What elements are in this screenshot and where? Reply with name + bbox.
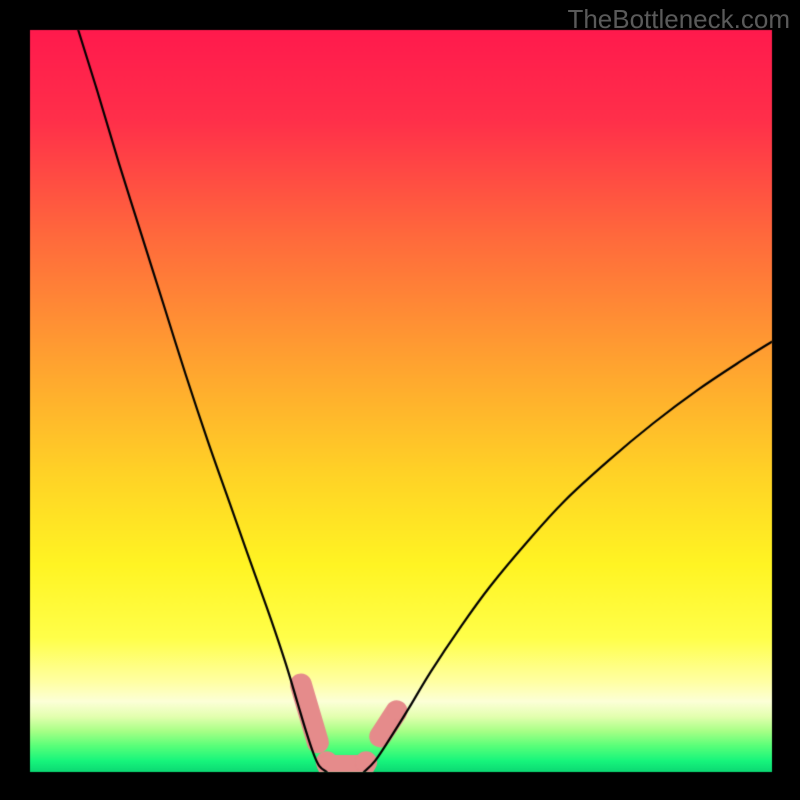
chart-curve-canvas xyxy=(0,0,800,800)
chart-stage: TheBottleneck.com xyxy=(0,0,800,800)
